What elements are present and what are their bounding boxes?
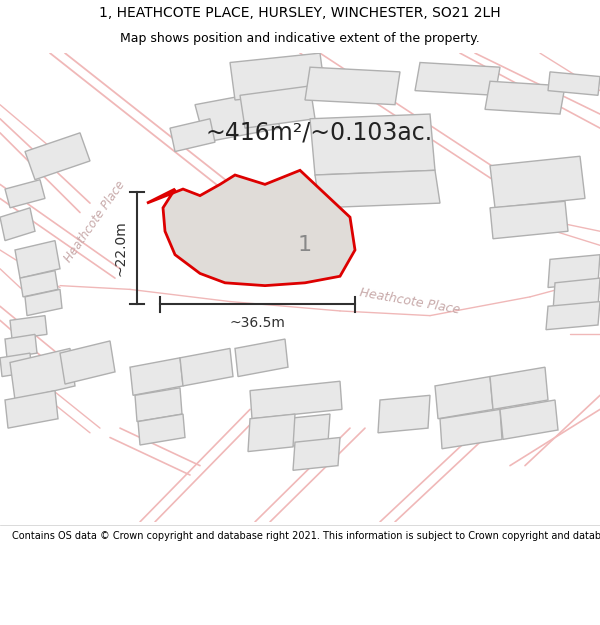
Polygon shape bbox=[548, 255, 600, 288]
Polygon shape bbox=[490, 201, 568, 239]
Polygon shape bbox=[248, 414, 295, 451]
Polygon shape bbox=[283, 414, 330, 447]
Polygon shape bbox=[15, 241, 60, 278]
Polygon shape bbox=[548, 72, 600, 95]
Polygon shape bbox=[135, 388, 182, 421]
Polygon shape bbox=[230, 53, 325, 100]
Polygon shape bbox=[10, 316, 47, 339]
Polygon shape bbox=[25, 289, 62, 316]
Polygon shape bbox=[147, 170, 355, 286]
Polygon shape bbox=[315, 170, 440, 208]
Text: Heathcote Place: Heathcote Place bbox=[359, 286, 461, 317]
Polygon shape bbox=[5, 180, 45, 208]
Text: ~22.0m: ~22.0m bbox=[113, 220, 127, 276]
Polygon shape bbox=[500, 400, 558, 439]
Polygon shape bbox=[180, 349, 233, 386]
Polygon shape bbox=[5, 334, 37, 357]
Text: Heathcote Place: Heathcote Place bbox=[62, 179, 128, 265]
Polygon shape bbox=[130, 357, 183, 396]
Polygon shape bbox=[485, 81, 565, 114]
Polygon shape bbox=[415, 62, 500, 95]
Polygon shape bbox=[10, 349, 75, 400]
Polygon shape bbox=[378, 396, 430, 432]
Polygon shape bbox=[0, 353, 32, 376]
Polygon shape bbox=[235, 339, 288, 376]
Polygon shape bbox=[20, 271, 58, 297]
Polygon shape bbox=[305, 67, 400, 104]
Polygon shape bbox=[240, 86, 315, 128]
Polygon shape bbox=[5, 391, 58, 428]
Polygon shape bbox=[293, 438, 340, 470]
Polygon shape bbox=[546, 301, 600, 330]
Polygon shape bbox=[490, 156, 585, 208]
Text: ~416m²/~0.103ac.: ~416m²/~0.103ac. bbox=[205, 121, 432, 145]
Text: 1: 1 bbox=[298, 235, 312, 255]
Polygon shape bbox=[195, 91, 280, 142]
Polygon shape bbox=[250, 381, 342, 419]
Polygon shape bbox=[440, 409, 502, 449]
Polygon shape bbox=[435, 376, 493, 419]
Polygon shape bbox=[60, 341, 115, 384]
Polygon shape bbox=[490, 367, 548, 409]
Text: ~36.5m: ~36.5m bbox=[230, 316, 286, 329]
Polygon shape bbox=[310, 114, 435, 175]
Polygon shape bbox=[0, 208, 35, 241]
Text: 1, HEATHCOTE PLACE, HURSLEY, WINCHESTER, SO21 2LH: 1, HEATHCOTE PLACE, HURSLEY, WINCHESTER,… bbox=[99, 6, 501, 20]
Polygon shape bbox=[25, 132, 90, 180]
Polygon shape bbox=[170, 119, 215, 151]
Polygon shape bbox=[553, 278, 600, 311]
Polygon shape bbox=[138, 414, 185, 445]
Text: Contains OS data © Crown copyright and database right 2021. This information is : Contains OS data © Crown copyright and d… bbox=[12, 531, 600, 541]
Text: Map shows position and indicative extent of the property.: Map shows position and indicative extent… bbox=[120, 32, 480, 45]
